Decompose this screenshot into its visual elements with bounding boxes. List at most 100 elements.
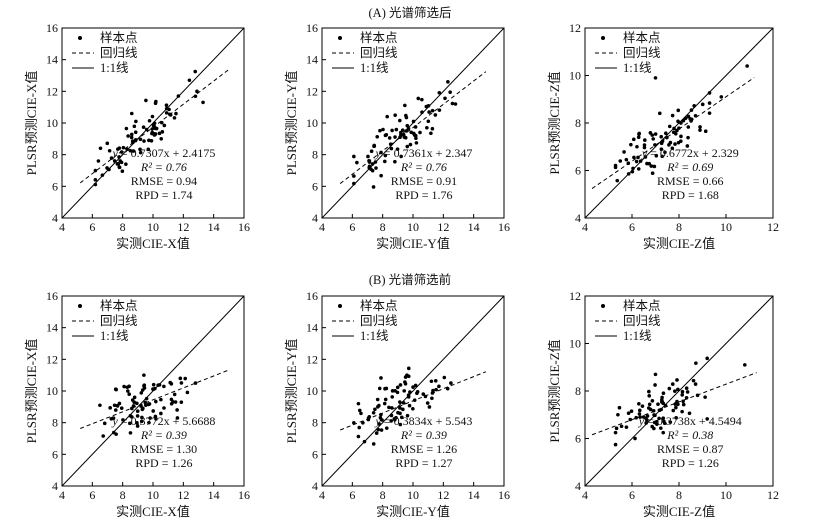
chart-panel-2: 4 6 8 10 12 14 16 4 6 8 10 12 14 16 实测CIE-Y值 PLSR预测CIE-…	[284, 21, 510, 251]
data-point	[652, 413, 656, 417]
data-point	[416, 96, 421, 101]
data-point	[644, 421, 648, 425]
data-point	[414, 136, 418, 141]
regression-line	[340, 371, 486, 431]
data-point	[405, 144, 410, 149]
data-point	[390, 389, 395, 393]
data-point	[195, 89, 199, 94]
data-point	[373, 407, 377, 412]
data-point	[399, 154, 403, 159]
data-point	[430, 396, 434, 401]
data-point	[387, 136, 392, 140]
data-point	[357, 425, 362, 430]
data-point	[393, 135, 397, 139]
data-point	[691, 378, 696, 383]
data-point	[692, 104, 696, 108]
y-tick-label: 4	[52, 479, 58, 493]
data-point	[705, 356, 709, 361]
data-point	[169, 397, 174, 402]
data-point	[362, 439, 367, 444]
data-point	[143, 403, 148, 407]
data-point	[633, 436, 637, 441]
data-point	[370, 162, 375, 166]
data-point	[418, 130, 422, 135]
data-point	[151, 409, 156, 413]
data-point	[168, 380, 173, 385]
data-point	[352, 181, 356, 186]
y-axis-label: PLSR预测CIE-X值	[24, 339, 39, 444]
data-point	[413, 125, 418, 129]
x-tick-label: 14	[208, 488, 220, 502]
x-tick-label: 14	[208, 220, 220, 234]
data-point	[676, 402, 680, 407]
x-axis-label: 实测CIE-Y值	[376, 236, 450, 251]
data-point	[396, 410, 400, 415]
legend-point-marker	[601, 36, 605, 40]
data-point	[142, 139, 146, 143]
data-point	[352, 421, 356, 425]
y-tick-label: 4	[312, 479, 318, 493]
data-point	[745, 64, 749, 68]
data-point	[637, 131, 642, 136]
data-point	[626, 161, 631, 166]
y-tick-label: 6	[52, 179, 58, 193]
rmse-value: RMSE = 0.91	[391, 174, 457, 188]
data-point	[147, 118, 152, 123]
data-point	[160, 130, 165, 134]
data-point	[683, 116, 688, 121]
y-tick-label: 10	[569, 337, 581, 351]
section-title-a: (A) 光谱筛选后	[369, 5, 452, 20]
data-point	[411, 385, 415, 389]
data-point	[164, 103, 169, 108]
x-tick-label: 16	[498, 488, 510, 502]
data-point	[408, 142, 413, 147]
data-point	[141, 125, 146, 130]
data-point	[167, 112, 172, 117]
data-point	[377, 422, 381, 426]
data-point	[379, 428, 384, 432]
data-point	[394, 415, 398, 420]
data-point	[394, 127, 399, 132]
x-tick-label: 10	[147, 488, 159, 502]
y-tick-label: 6	[575, 164, 581, 178]
legend-points-label: 样本点	[100, 298, 138, 313]
data-point	[674, 405, 678, 410]
y-tick-label: 16	[46, 289, 58, 303]
data-point	[453, 102, 458, 106]
data-point	[108, 406, 112, 410]
y-tick-label: 14	[46, 53, 58, 67]
data-point	[641, 415, 646, 419]
data-point	[149, 139, 154, 143]
data-point	[437, 108, 442, 112]
data-point	[673, 142, 677, 146]
data-point	[707, 111, 712, 115]
data-point	[379, 150, 383, 155]
data-point	[671, 408, 676, 413]
legend-point-marker	[338, 304, 342, 308]
data-point	[634, 415, 638, 420]
data-point	[389, 146, 394, 151]
data-point	[693, 382, 698, 386]
data-point	[129, 135, 134, 140]
data-point	[649, 164, 654, 168]
data-point	[675, 128, 679, 133]
data-point	[619, 424, 624, 429]
rpd-value: RPD = 1.27	[395, 456, 452, 470]
data-point	[142, 383, 147, 388]
data-point	[650, 171, 655, 175]
r2-value: R² = 0.39	[140, 428, 187, 442]
data-point	[405, 373, 409, 377]
data-point	[659, 141, 664, 146]
data-point	[135, 414, 140, 418]
data-point	[643, 138, 647, 142]
data-point	[655, 422, 659, 426]
x-tick-label: 6	[629, 220, 635, 234]
data-point	[743, 363, 747, 367]
rmse-value: RMSE = 0.87	[657, 442, 723, 456]
data-point	[659, 147, 664, 152]
x-tick-label: 14	[468, 220, 480, 234]
y-tick-label: 4	[575, 479, 581, 493]
data-point	[657, 416, 661, 421]
data-point	[398, 406, 402, 410]
data-point	[126, 134, 130, 138]
